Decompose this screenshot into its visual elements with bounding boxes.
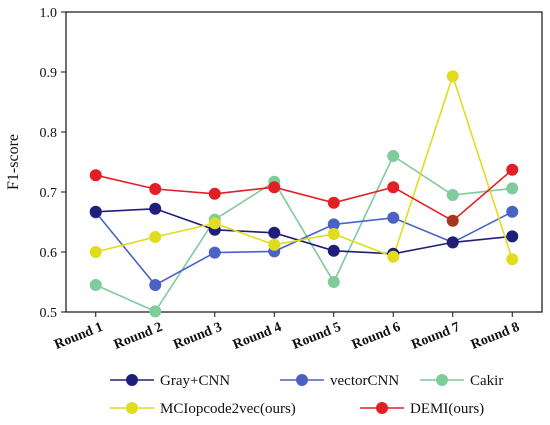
series-marker-3 xyxy=(387,250,400,263)
legend-marker xyxy=(126,374,138,386)
x-tick-label: Round 8 xyxy=(469,320,522,353)
series-marker-4 xyxy=(149,183,162,195)
series-marker-2 xyxy=(89,279,102,291)
y-tick-label: 1.0 xyxy=(40,6,58,21)
series-marker-2 xyxy=(446,189,459,201)
series-marker-4 xyxy=(268,181,281,194)
series-lines xyxy=(95,73,514,313)
x-tick-label: Round 2 xyxy=(112,320,165,353)
x-tick-label: Round 5 xyxy=(290,320,343,353)
series-marker-4 xyxy=(387,181,400,194)
legend-marker xyxy=(376,402,388,414)
series-marker-4 xyxy=(327,196,340,209)
series-marker-1 xyxy=(506,205,519,218)
series-marker-0 xyxy=(149,202,162,215)
series-marker-4 xyxy=(208,187,221,200)
series-marker-3 xyxy=(268,238,281,251)
series-marker-3 xyxy=(149,231,162,243)
series-marker-2 xyxy=(387,150,400,162)
plot-area xyxy=(65,11,543,313)
y-tick-label: 0.5 xyxy=(40,306,58,321)
legend-label: Cakir xyxy=(470,373,503,389)
series-marker-2 xyxy=(327,276,340,288)
series-line-0 xyxy=(95,207,513,255)
legend-label: DEMI(ours) xyxy=(410,401,484,417)
legend-label: MCIopcode2vec(ours) xyxy=(160,401,296,417)
series-marker-2 xyxy=(149,305,162,318)
x-axis-ticks: Round 1 Round 2 Round 3 Round 4 Round 5 Round… xyxy=(52,312,522,353)
x-tick-label: Round 4 xyxy=(231,320,284,353)
series-marker-4 xyxy=(506,163,519,176)
y-tick-label: 0.8 xyxy=(40,126,58,141)
series-line-2 xyxy=(95,154,513,313)
y-tick-label: 0.6 xyxy=(40,246,58,261)
legend-label: Gray+CNN xyxy=(160,373,230,389)
series-marker-0 xyxy=(446,236,459,249)
series-marker-0 xyxy=(268,226,281,239)
series-line-4 xyxy=(95,169,513,222)
series-marker-3 xyxy=(506,253,519,266)
series-marker-3 xyxy=(89,246,102,258)
series-marker-1 xyxy=(327,218,340,231)
y-axis-ticks: 0.5 0.6 0.7 0.8 0.9 1.0 xyxy=(40,6,66,321)
x-tick-label: Round 1 xyxy=(52,320,105,353)
series-marker-4 xyxy=(89,169,102,182)
y-tick-label: 0.9 xyxy=(40,66,58,81)
series-marker-3 xyxy=(208,217,221,230)
x-tick-label: Round 7 xyxy=(409,320,462,353)
series-marker-0 xyxy=(327,244,340,257)
x-tick-label: Round 3 xyxy=(171,320,224,353)
series-markers xyxy=(89,70,519,318)
y-tick-label: 0.7 xyxy=(40,186,58,201)
series-marker-0 xyxy=(506,230,519,243)
y-axis-label: F1-score xyxy=(5,134,22,190)
series-marker-3 xyxy=(446,70,459,83)
series-marker-1 xyxy=(387,211,400,224)
series-marker-2 xyxy=(506,182,519,195)
series-marker-1 xyxy=(149,279,162,291)
series-line-3 xyxy=(95,73,514,260)
legend-label: vectorCNN xyxy=(330,373,399,389)
series-marker-4 xyxy=(446,214,459,227)
legend-marker xyxy=(436,374,448,386)
series-marker-0 xyxy=(89,205,102,218)
legend-marker xyxy=(296,374,308,386)
series-marker-1 xyxy=(208,246,221,259)
series-line-1 xyxy=(95,211,513,287)
x-tick-label: Round 6 xyxy=(350,320,403,353)
legend-marker xyxy=(126,402,138,414)
series-marker-3 xyxy=(327,228,340,240)
legend: Gray+CNN vectorCNN Cakir MCIopcode2vec(ours… xyxy=(110,373,503,417)
